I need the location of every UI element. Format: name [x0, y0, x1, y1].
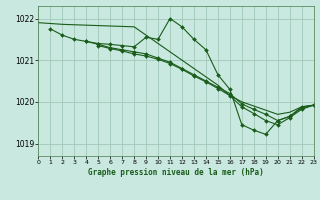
X-axis label: Graphe pression niveau de la mer (hPa): Graphe pression niveau de la mer (hPa): [88, 168, 264, 177]
